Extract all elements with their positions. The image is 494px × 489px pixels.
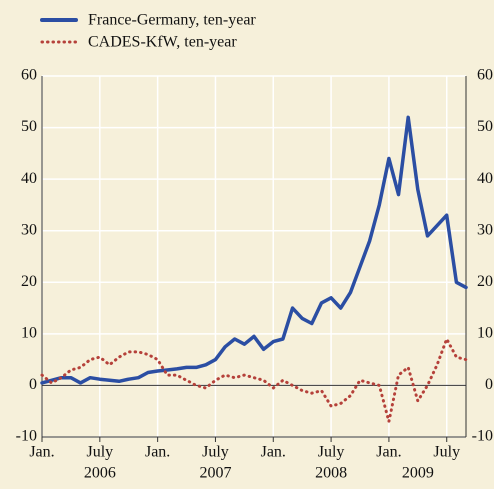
y-tick-label: -10 [16,428,37,445]
y-tick-label: 10 [21,325,37,342]
x-tick-label: July [202,444,229,461]
x-tick-label: Jan. [261,444,286,461]
x-tick-label: Jan. [29,444,54,461]
year-label: 2009 [402,465,434,482]
y-tick-label: 60 [21,67,37,84]
year-label: 2008 [315,465,347,482]
y-tick-label: 50 [477,118,493,135]
y-tick-label: 40 [21,170,37,187]
y-tick-label: -10 [472,428,493,445]
y-tick-label: 60 [477,67,493,84]
y-tick-label: 0 [29,376,37,393]
x-tick-label: Jan. [145,444,170,461]
y-tick-label: 20 [21,273,37,290]
series-line [40,337,468,423]
y-tick-label: 30 [477,221,493,238]
legend-label: France-Germany, ten-year [88,12,256,29]
y-tick-label: 20 [477,273,493,290]
y-tick-label: 40 [477,170,493,187]
x-tick-label: July [318,444,345,461]
year-label: 2006 [84,465,116,482]
y-tick-label: 50 [21,118,37,135]
y-tick-label: 10 [477,325,493,342]
y-tick-label: 30 [21,221,37,238]
series-line [40,115,468,385]
year-label: 2007 [199,465,231,482]
x-tick-label: July [433,444,460,461]
x-tick-label: Jan. [376,444,401,461]
y-tick-label: 0 [485,376,493,393]
x-tick-label: July [86,444,113,461]
legend-label: CADES-KfW, ten-year [88,34,237,51]
